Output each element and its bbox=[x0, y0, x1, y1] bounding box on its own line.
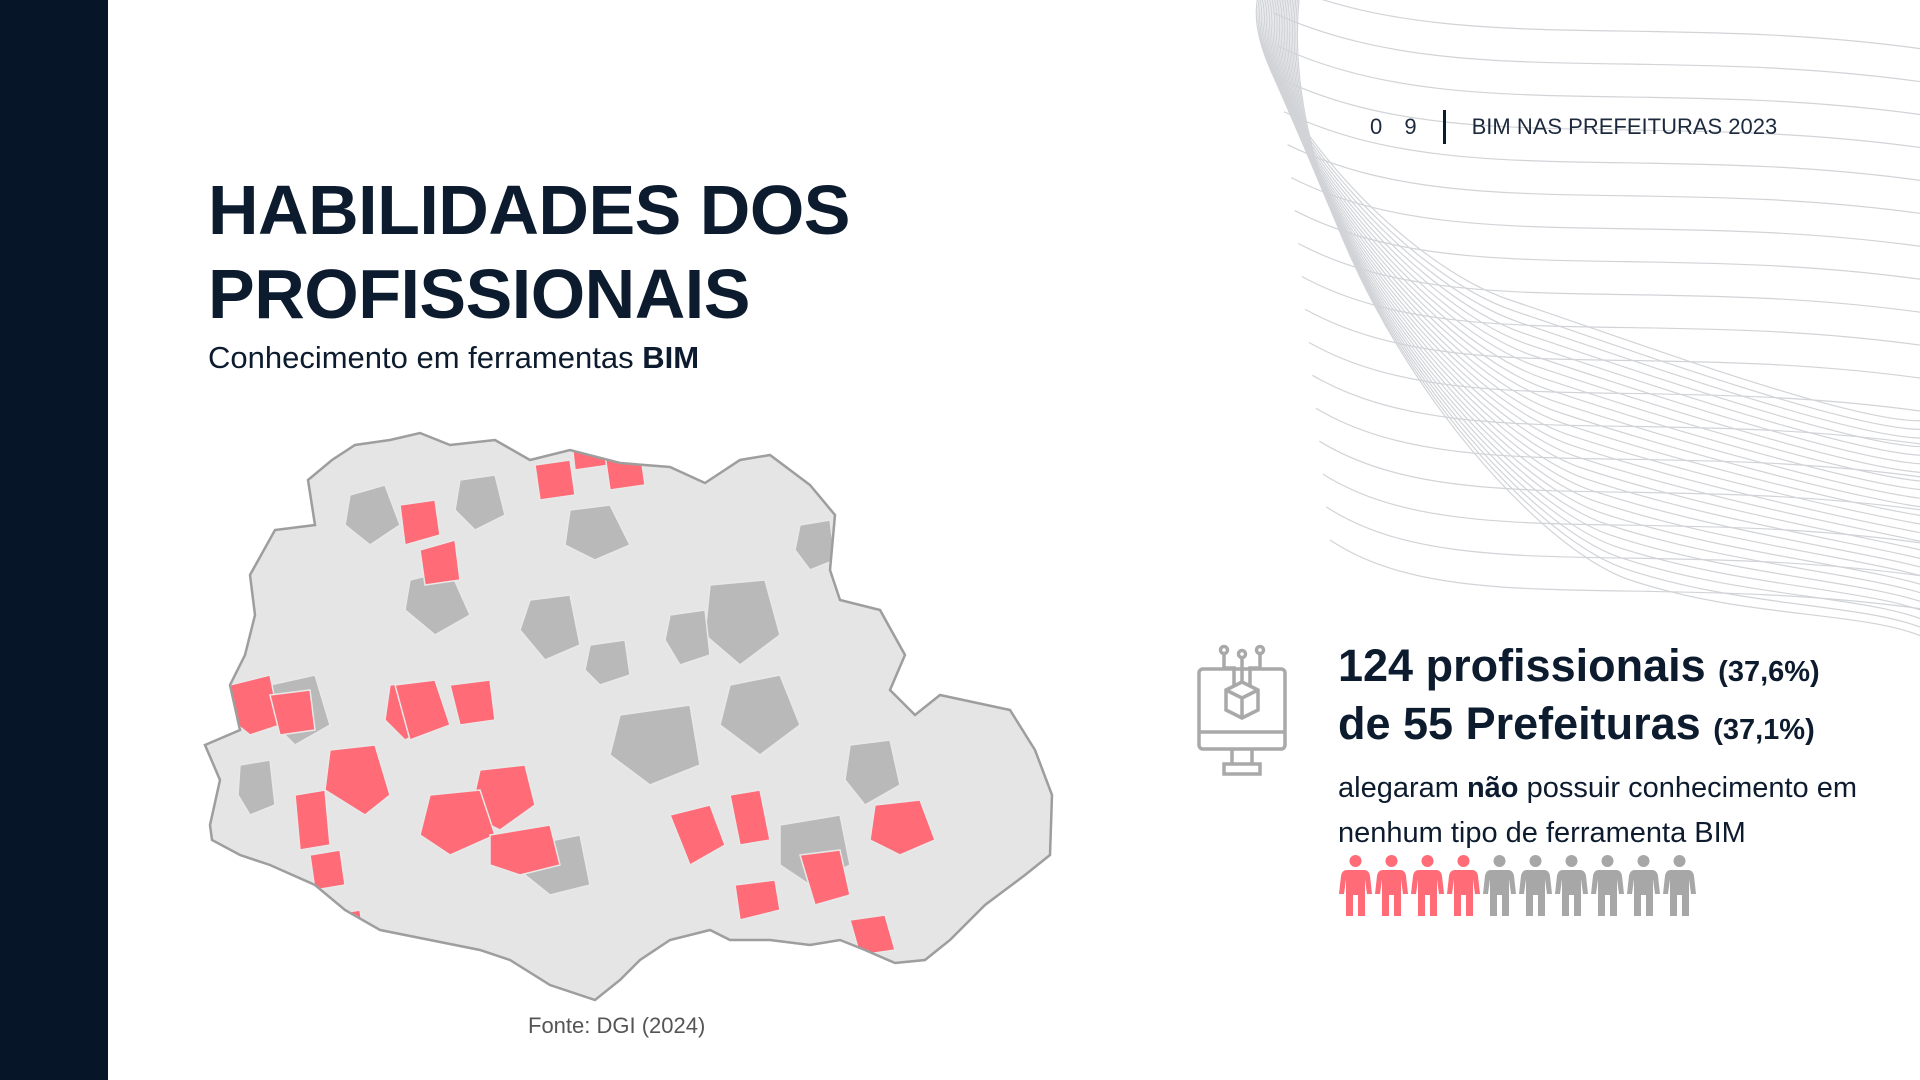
desc-after: possuir conhecimento em nenhum tipo de f… bbox=[1338, 772, 1858, 849]
person-icon bbox=[1555, 855, 1588, 916]
subtitle: Conhecimento em ferramentas BIM bbox=[208, 340, 699, 376]
header-separator bbox=[1442, 110, 1446, 144]
municipality-layer bbox=[224, 433, 936, 956]
prefectures-percent: (37,1%) bbox=[1713, 714, 1815, 746]
person-icon bbox=[1627, 855, 1660, 916]
person-icon bbox=[1663, 855, 1696, 916]
person-icon bbox=[1483, 855, 1516, 916]
stat-description: alegaram não possuir conhecimento em nen… bbox=[1338, 766, 1898, 856]
people-icon-row bbox=[1338, 854, 1697, 918]
person-icon bbox=[1411, 855, 1444, 916]
stat-line-prefectures: de 55 Prefeituras (37,1%) bbox=[1338, 698, 1898, 756]
desc-before: alegaram bbox=[1338, 772, 1467, 804]
stat-line-professionals: 124 profissionais (37,6%) bbox=[1338, 640, 1898, 698]
decorative-wave-lines bbox=[1255, 0, 1920, 637]
subtitle-text: Conhecimento em ferramentas bbox=[208, 340, 643, 375]
professionals-percent: (37,6%) bbox=[1718, 656, 1820, 688]
report-title: BIM NAS PREFEITURAS 2023 bbox=[1471, 114, 1778, 139]
prefectures-count: de 55 Prefeituras bbox=[1338, 698, 1701, 749]
map-source: Fonte: DGI (2024) bbox=[528, 1013, 706, 1038]
page-header: 0 9 BIM NAS PREFEITURAS 2023 bbox=[1370, 110, 1777, 144]
person-icon bbox=[1339, 855, 1372, 916]
professionals-count: 124 profissionais bbox=[1338, 640, 1706, 691]
left-sidebar-bar bbox=[0, 0, 108, 1080]
desc-bold: não bbox=[1466, 772, 1519, 804]
monitor-cube-icon bbox=[1197, 644, 1287, 776]
title-line-1: HABILIDADES DOS bbox=[208, 171, 850, 249]
subtitle-bold: BIM bbox=[642, 340, 700, 375]
person-icon bbox=[1591, 855, 1624, 916]
title-line-2: PROFISSIONAIS bbox=[208, 255, 750, 333]
parana-municipality-map bbox=[203, 431, 1054, 1002]
stat-block: 124 profissionais (37,6%) de 55 Prefeitu… bbox=[1338, 640, 1898, 856]
page-number: 0 9 bbox=[1370, 114, 1425, 139]
person-icon bbox=[1447, 855, 1480, 916]
page-title: HABILIDADES DOS PROFISSIONAIS bbox=[208, 168, 908, 336]
person-icon bbox=[1519, 855, 1552, 916]
person-icon bbox=[1375, 855, 1408, 916]
